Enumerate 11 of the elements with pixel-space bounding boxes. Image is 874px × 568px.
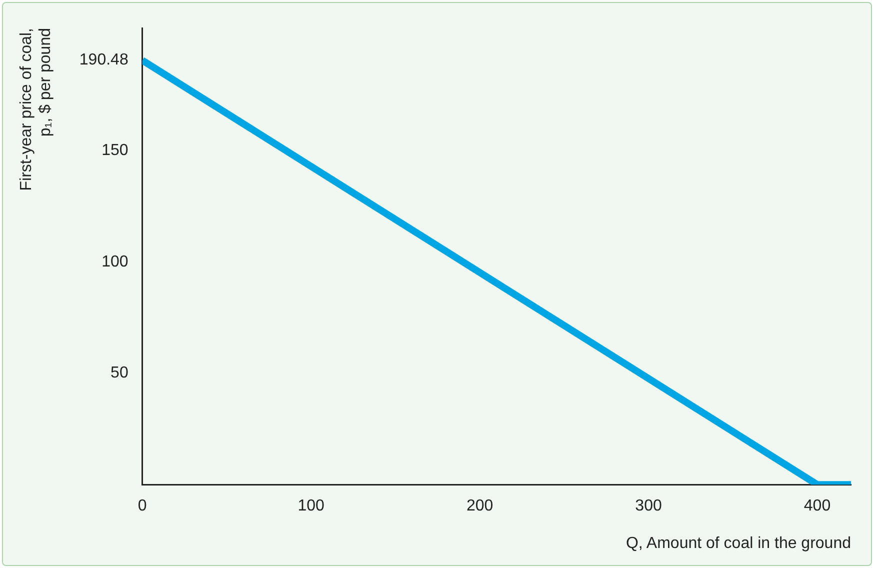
y-tick-label: 50 — [110, 364, 128, 382]
y-tick-label: 190.48 — [79, 52, 128, 69]
y-tick-label: 150 — [102, 142, 128, 159]
x-tick-label: 100 — [298, 498, 325, 515]
x-tick-label: 400 — [804, 498, 831, 515]
x-axis-title: Q, Amount of coal in the ground — [626, 534, 851, 552]
x-tick-label: 200 — [466, 498, 494, 515]
y-tick-label: 100 — [102, 253, 128, 270]
x-tick-label: 300 — [635, 498, 662, 515]
y-axis-title: First-year price of coal, p₁, $ per pound — [18, 28, 54, 191]
x-tick-label: 0 — [138, 498, 147, 515]
